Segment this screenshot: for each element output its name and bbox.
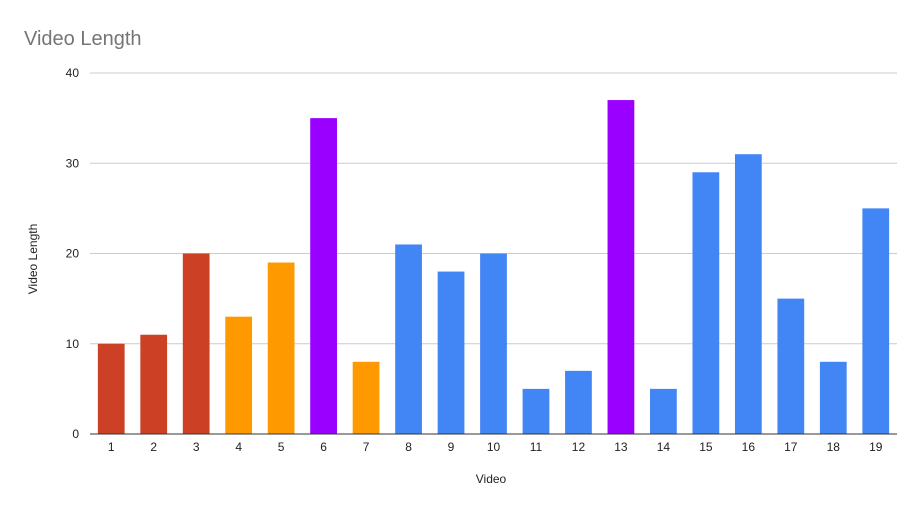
bar-15 — [692, 172, 720, 434]
bar-12 — [565, 370, 592, 434]
x-tick-labels: 1 2 3 4 5 6 7 8 9 10 11 12 13 14 15 16 17 18 19 — [108, 440, 883, 454]
x-tick-label: 9 — [448, 440, 455, 454]
chart-title: Video Length — [24, 28, 142, 50]
x-tick-label: 19 — [869, 440, 883, 454]
y-tick-label: 0 — [72, 427, 79, 441]
bar-11 — [522, 388, 550, 434]
bar-2 — [140, 334, 168, 434]
bar-16 — [734, 154, 762, 434]
bar-14 — [650, 388, 677, 434]
x-tick-label: 7 — [363, 440, 370, 454]
bar-7 — [352, 361, 380, 434]
x-tick-label: 6 — [320, 440, 327, 454]
y-tick-label: 20 — [66, 247, 80, 261]
bar-13 — [607, 100, 635, 434]
bars — [97, 100, 890, 434]
x-tick-label: 3 — [193, 440, 200, 454]
y-tick-labels: 0 10 20 30 40 — [66, 66, 80, 441]
bar-9 — [437, 271, 465, 434]
x-tick-label: 5 — [278, 440, 285, 454]
bar-10 — [480, 253, 507, 434]
x-tick-label: 13 — [614, 440, 628, 454]
bar-6 — [310, 118, 337, 434]
y-tick-label: 30 — [66, 156, 80, 170]
x-tick-label: 1 — [108, 440, 115, 454]
bar-8 — [395, 244, 422, 434]
x-tick-label: 14 — [657, 440, 671, 454]
x-tick-label: 16 — [742, 440, 756, 454]
bar-18 — [819, 361, 847, 434]
y-tick-label: 10 — [66, 337, 80, 351]
x-tick-label: 18 — [827, 440, 841, 454]
y-axis-label: Video Length — [26, 224, 40, 295]
x-tick-label: 11 — [530, 440, 543, 454]
x-tick-label: 10 — [487, 440, 501, 454]
x-tick-label: 15 — [699, 440, 713, 454]
bar-5 — [267, 262, 295, 434]
x-tick-label: 2 — [150, 440, 157, 454]
x-axis-label: Video — [476, 472, 507, 486]
bar-17 — [777, 298, 805, 434]
x-tick-label: 17 — [784, 440, 798, 454]
x-tick-label: 4 — [235, 440, 242, 454]
bar-3 — [182, 253, 210, 434]
x-tick-label: 8 — [405, 440, 412, 454]
bar-1 — [97, 343, 125, 434]
bar-19 — [862, 208, 890, 434]
y-tick-label: 40 — [66, 66, 80, 80]
x-tick-label: 12 — [572, 440, 586, 454]
bar-4 — [225, 316, 253, 434]
